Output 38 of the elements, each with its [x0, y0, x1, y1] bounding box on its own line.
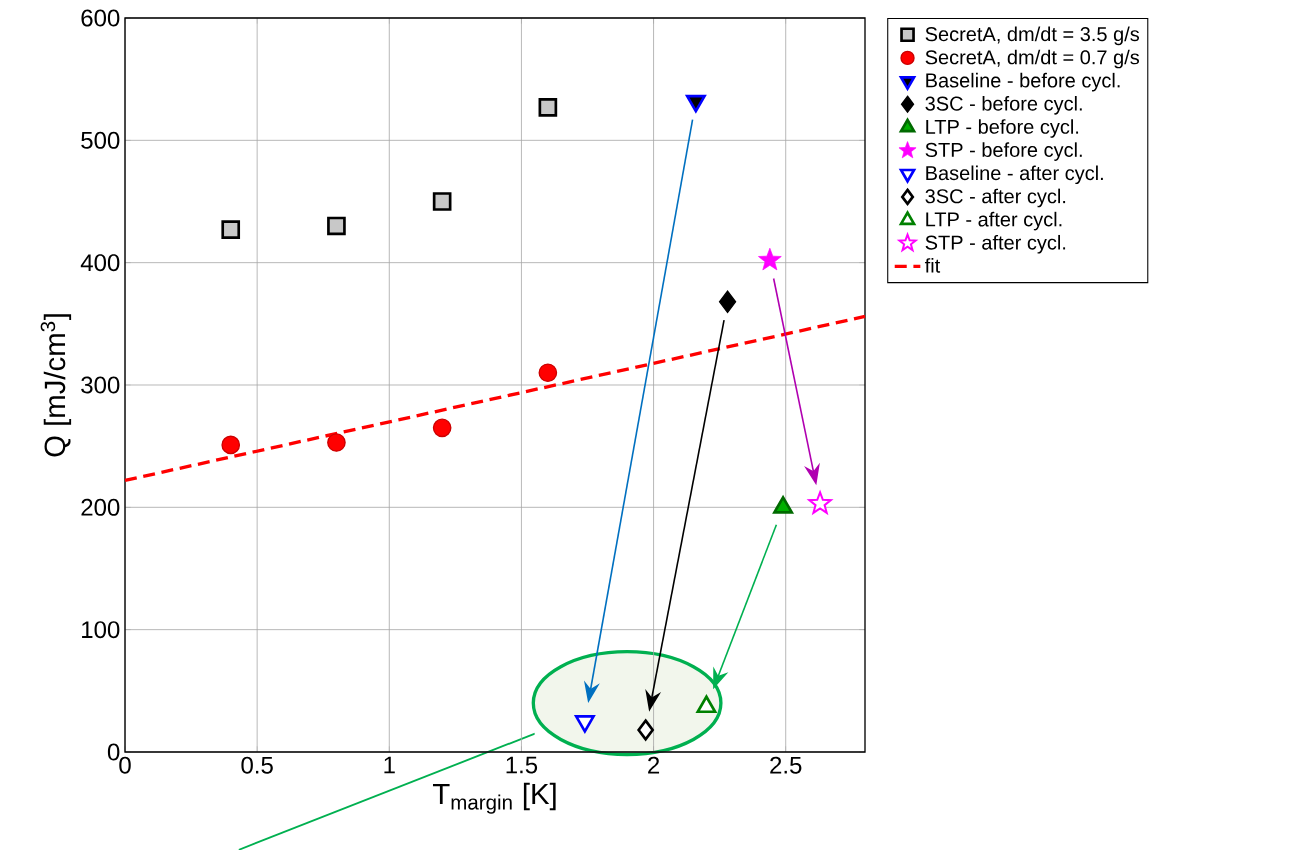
x-tick-label: 1	[384, 756, 395, 774]
point	[432, 192, 452, 211]
x-tick-label: 0	[119, 756, 131, 774]
x-tick-label: 2.5	[770, 756, 802, 774]
legend-label: 3SC - before cycl.	[925, 96, 1082, 115]
x-tick-label: 2	[648, 756, 660, 774]
y-tick-label: 500	[81, 131, 120, 149]
y-tick-label: 400	[80, 254, 120, 272]
point	[221, 220, 241, 239]
y-tick-label: 100	[82, 621, 120, 639]
legend-label: LTP - after cycl.	[926, 211, 1062, 231]
y-tick-label: 300	[81, 376, 120, 394]
legend-label: SecretA, dm/dt = 3.5 g/s	[925, 26, 1140, 46]
point	[758, 247, 782, 271]
point	[637, 719, 654, 741]
point	[221, 435, 241, 455]
y-tick-label: 200	[81, 498, 120, 516]
legend-label: SecretA, dm/dt = 0.7 g/s	[925, 49, 1140, 69]
point	[808, 491, 832, 514]
y-tick-label: 0	[107, 743, 120, 761]
point	[538, 363, 558, 383]
point	[538, 97, 558, 117]
y-axis-title: Q [mJ/cm$^{3}$]	[40, 314, 72, 457]
x-axis-title: T$_{margin}$ [K]	[432, 782, 556, 814]
point	[327, 216, 346, 236]
legend-label: Baseline - after cycl.	[926, 165, 1103, 185]
point	[327, 433, 346, 452]
legend-label: fit	[924, 258, 941, 273]
x-tick-label: 0.5	[241, 756, 273, 774]
legend-label: STP - after cycl.	[925, 234, 1066, 254]
legend-label: STP - before cycl.	[925, 142, 1082, 161]
legend-label: Baseline - before cycl.	[926, 72, 1120, 92]
x-tick-label: 1.5	[506, 756, 538, 774]
point	[432, 418, 452, 438]
y-tick-label: 600	[81, 9, 120, 27]
legend-label: LTP - before cycl.	[926, 119, 1079, 138]
point	[718, 290, 737, 314]
legend-label: 3SC - after cycl.	[925, 188, 1066, 208]
